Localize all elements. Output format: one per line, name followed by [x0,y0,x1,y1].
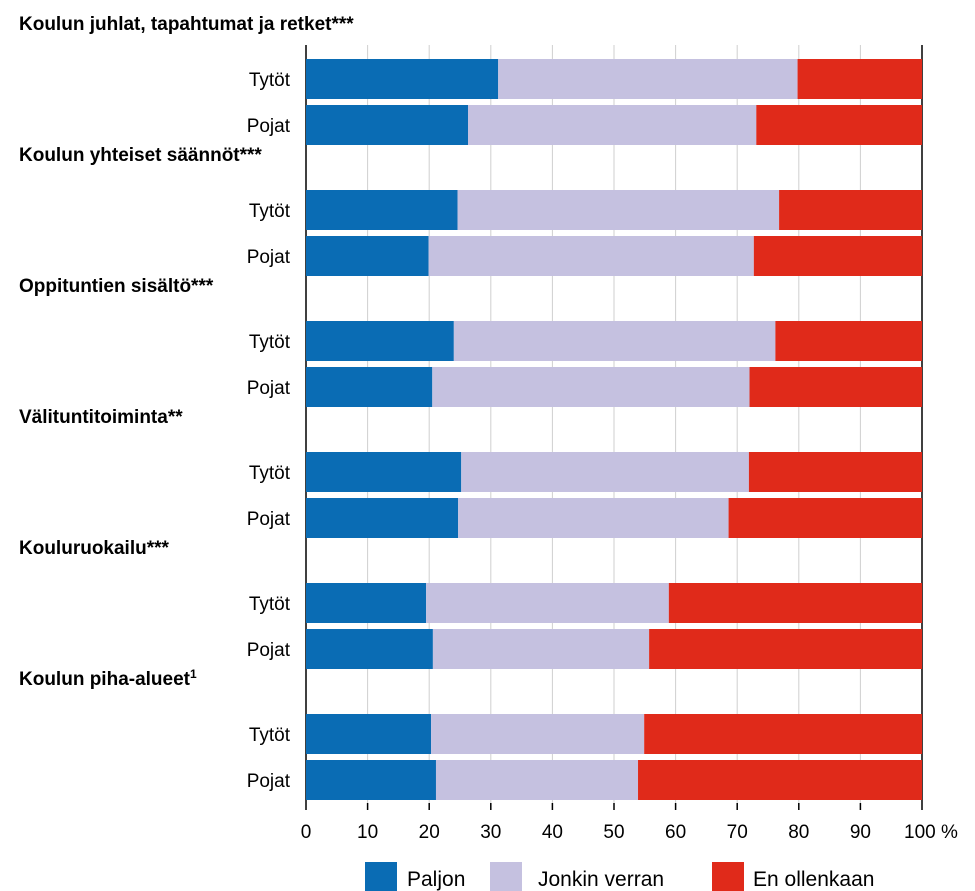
x-axis: 0 10 20 30 40 50 60 70 80 90 100 % [301,803,958,843]
group-title: Koulun juhlat, tapahtumat ja retket*** [19,14,354,35]
row-label: Tytöt [249,201,291,222]
bar-segment [797,59,922,99]
x-tick-label: 30 [480,822,501,843]
bar-segment [638,760,922,800]
bar-segment [306,629,433,669]
row-label: Pojat [247,116,291,137]
grid-lines [305,45,923,803]
bars [306,59,922,800]
row-label: Pojat [247,771,291,792]
bar-segment [756,105,922,145]
group-title: Koulun piha-alueet1 [19,667,197,690]
bar-segment [432,629,650,669]
bar-segment [306,760,436,800]
bar-segment [649,629,922,669]
bar-segment [306,190,458,230]
row-label: Pojat [247,247,291,268]
bar-segment [728,498,922,538]
bar-segment [453,321,776,361]
row-label: Pojat [247,509,291,530]
bar-segment [775,321,922,361]
bar-segment [748,452,922,492]
bar-segment [306,452,462,492]
x-tick-label: 20 [419,822,440,843]
group-title-footnote: 1 [190,667,197,681]
bar-segment [461,452,749,492]
bar-segment [428,236,754,276]
bar-segment [306,498,459,538]
row-label: Tytöt [249,70,291,91]
bar-segment [431,714,645,754]
bar-segment [753,236,922,276]
bar-segment [749,367,922,407]
x-tick-label: 90 [850,822,871,843]
row-label: Pojat [247,640,291,661]
bar-segment [306,367,433,407]
bar-segment [457,190,780,230]
x-tick-label: 10 [357,822,378,843]
bar-segment [306,583,427,623]
legend-swatch [365,862,397,891]
legend-label: En ollenkaan [753,868,874,891]
x-tick-label: 0 [301,822,312,843]
bar-segment [668,583,922,623]
x-tick-label: 40 [542,822,563,843]
legend-label: Paljon [407,868,465,891]
group-title: Välituntitoiminta** [19,407,183,428]
bar-segment [468,105,757,145]
x-tick-label: 50 [603,822,624,843]
legend: Paljon Jonkin verran En ollenkaan [365,862,874,891]
row-label: Tytöt [249,332,291,353]
bar-segment [306,236,429,276]
bar-segment [498,59,798,99]
bar-segment [779,190,922,230]
row-label: Tytöt [249,594,291,615]
x-tick-label: 60 [665,822,686,843]
bar-segment [435,760,639,800]
legend-swatch [490,862,522,891]
group-title: Kouluruokailu*** [19,538,170,559]
category-labels: Koulun juhlat, tapahtumat ja retket*** Ty… [19,14,354,792]
bar-segment [458,498,729,538]
x-tick-label: 80 [788,822,809,843]
row-label: Tytöt [249,463,291,484]
group-title: Oppituntien sisältö*** [19,276,214,297]
x-tick-label: 70 [727,822,748,843]
bar-segment [306,59,499,99]
bar-segment [306,714,432,754]
bar-segment [306,105,469,145]
bar-segment [306,321,454,361]
row-label: Pojat [247,378,291,399]
legend-swatch [712,862,744,891]
x-tick-label: 100 % [904,822,958,843]
bar-segment [644,714,922,754]
row-label: Tytöt [249,725,291,746]
legend-label: Jonkin verran [538,868,664,891]
bar-segment [432,367,750,407]
group-title: Koulun yhteiset säännöt*** [19,145,262,166]
bar-segment [426,583,669,623]
